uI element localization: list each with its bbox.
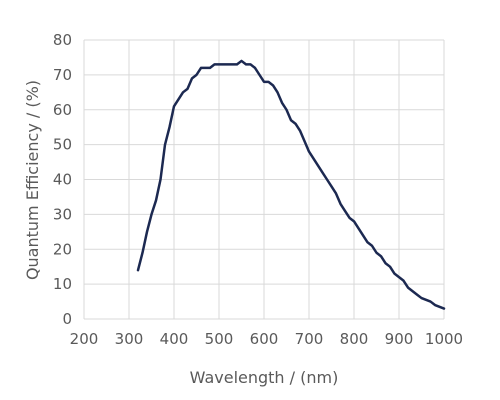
series-layer [136, 59, 446, 310]
y-axis-title: Quantum Efficiency / (%) [23, 80, 42, 280]
y-tick-label: 10 [53, 275, 72, 293]
y-tick-label: 60 [53, 101, 72, 119]
y-tick-label: 40 [53, 171, 72, 189]
x-tick-label: 500 [205, 330, 234, 348]
x-tick-label: 900 [385, 330, 414, 348]
x-tick-label: 1000 [425, 330, 463, 348]
tick-layer: 200 300 400 500 600 700 800 900 1000 0 10 20 30 40 50 6… [53, 31, 463, 348]
y-tick-label: 50 [53, 136, 72, 154]
qe-series-line-0 [136, 59, 446, 310]
x-axis-title: Wavelength / (nm) [190, 368, 339, 387]
x-tick-label: 600 [250, 330, 279, 348]
y-tick-label: 70 [53, 66, 72, 84]
x-tick-label: 200 [70, 330, 99, 348]
x-tick-label: 800 [340, 330, 369, 348]
y-tick-label: 0 [62, 310, 72, 328]
x-tick-label: 300 [115, 330, 144, 348]
x-tick-label: 700 [295, 330, 324, 348]
x-tick-label: 400 [160, 330, 189, 348]
y-tick-label: 20 [53, 240, 72, 258]
y-tick-label: 30 [53, 205, 72, 223]
y-tick-label: 80 [53, 31, 72, 49]
